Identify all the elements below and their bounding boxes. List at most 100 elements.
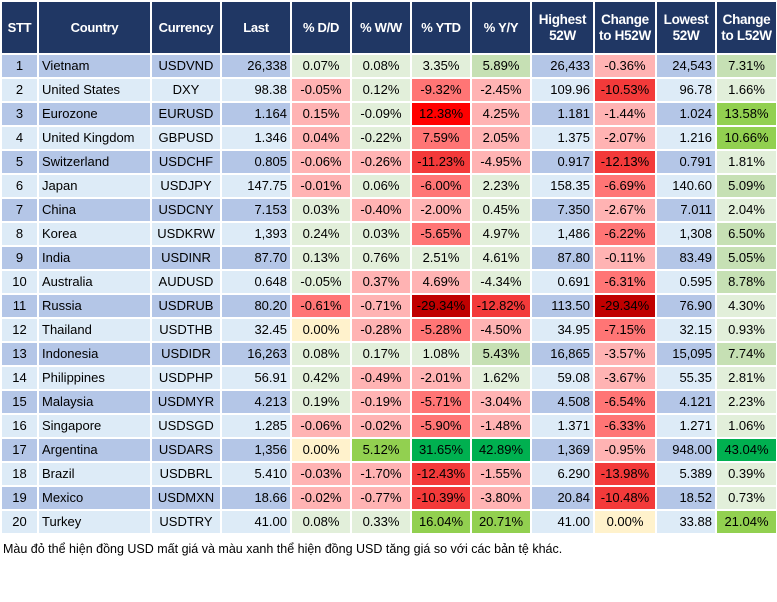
- cell-stt: 16: [0, 413, 39, 439]
- cell-pct-yy: 5.43%: [470, 341, 532, 367]
- cell-high-52w: 1,486: [530, 221, 595, 247]
- cell-currency: DXY: [150, 77, 222, 103]
- cell-change-h52w: -6.31%: [593, 269, 657, 295]
- header-high52w: Highest 52W: [530, 0, 595, 55]
- table-row: 2 United States DXY 98.38 -0.05% 0.12% -9.32% -…: [0, 77, 777, 103]
- cell-stt: 9: [0, 245, 39, 271]
- cell-change-l52w: 6.50%: [715, 221, 777, 247]
- table-row: 12 Thailand USDTHB 32.45 0.00% -0.28% -5.28% -4…: [0, 317, 777, 343]
- cell-pct-yy: -3.04%: [470, 389, 532, 415]
- cell-stt: 19: [0, 485, 39, 511]
- table-row: 4 United Kingdom GBPUSD 1.346 0.04% -0.22% 7.5…: [0, 125, 777, 151]
- cell-currency: USDJPY: [150, 173, 222, 199]
- cell-change-l52w: 0.93%: [715, 317, 777, 343]
- cell-currency: USDMXN: [150, 485, 222, 511]
- cell-country: Australia: [37, 269, 152, 295]
- cell-high-52w: 109.96: [530, 77, 595, 103]
- cell-currency: GBPUSD: [150, 125, 222, 151]
- cell-currency: USDRUB: [150, 293, 222, 319]
- cell-pct-dd: -0.06%: [290, 413, 352, 439]
- cell-low-52w: 18.52: [655, 485, 717, 511]
- cell-pct-dd: -0.03%: [290, 461, 352, 487]
- cell-change-l52w: 5.09%: [715, 173, 777, 199]
- table-row: 5 Switzerland USDCHF 0.805 -0.06% -0.26% -11.2…: [0, 149, 777, 175]
- cell-pct-dd: 0.24%: [290, 221, 352, 247]
- cell-pct-yy: 2.05%: [470, 125, 532, 151]
- cell-last: 56.91: [220, 365, 292, 391]
- cell-high-52w: 0.691: [530, 269, 595, 295]
- cell-pct-ww: -0.49%: [350, 365, 412, 391]
- cell-low-52w: 1.216: [655, 125, 717, 151]
- cell-high-52w: 0.917: [530, 149, 595, 175]
- cell-change-l52w: 1.81%: [715, 149, 777, 175]
- cell-pct-ytd: -2.01%: [410, 365, 472, 391]
- cell-country: Vietnam: [37, 53, 152, 79]
- cell-pct-ytd: -29.34%: [410, 293, 472, 319]
- cell-change-l52w: 7.31%: [715, 53, 777, 79]
- cell-low-52w: 0.791: [655, 149, 717, 175]
- cell-high-52w: 59.08: [530, 365, 595, 391]
- header-country: Country: [37, 0, 152, 55]
- cell-pct-ww: 0.17%: [350, 341, 412, 367]
- header-ww: % W/W: [350, 0, 412, 55]
- cell-pct-dd: 0.00%: [290, 437, 352, 463]
- cell-pct-dd: 0.42%: [290, 365, 352, 391]
- cell-high-52w: 113.50: [530, 293, 595, 319]
- cell-stt: 3: [0, 101, 39, 127]
- table-row: 7 China USDCNY 7.153 0.03% -0.40% -2.00% 0.45% 7…: [0, 197, 777, 223]
- table-row: 18 Brazil USDBRL 5.410 -0.03% -1.70% -12.43% -1…: [0, 461, 777, 487]
- header-change-h52w: Change to H52W: [593, 0, 657, 55]
- cell-last: 1.164: [220, 101, 292, 127]
- cell-high-52w: 16,865: [530, 341, 595, 367]
- cell-change-l52w: 0.39%: [715, 461, 777, 487]
- header-last: Last: [220, 0, 292, 55]
- cell-pct-ytd: -12.43%: [410, 461, 472, 487]
- cell-stt: 11: [0, 293, 39, 319]
- cell-low-52w: 5.389: [655, 461, 717, 487]
- cell-change-l52w: 7.74%: [715, 341, 777, 367]
- cell-low-52w: 7.011: [655, 197, 717, 223]
- cell-change-l52w: 5.05%: [715, 245, 777, 271]
- cell-pct-dd: 0.08%: [290, 341, 352, 367]
- table-row: 1 Vietnam USDVND 26,338 0.07% 0.08% 3.35% 5.89%…: [0, 53, 777, 79]
- cell-country: Indonesia: [37, 341, 152, 367]
- cell-change-l52w: 2.23%: [715, 389, 777, 415]
- cell-pct-ytd: 1.08%: [410, 341, 472, 367]
- cell-stt: 12: [0, 317, 39, 343]
- cell-high-52w: 158.35: [530, 173, 595, 199]
- cell-pct-yy: 20.71%: [470, 509, 532, 535]
- cell-pct-ytd: -5.28%: [410, 317, 472, 343]
- table-row: 9 India USDINR 87.70 0.13% 0.76% 2.51% 4.61% 87.…: [0, 245, 777, 271]
- cell-pct-ww: -0.71%: [350, 293, 412, 319]
- cell-pct-dd: 0.19%: [290, 389, 352, 415]
- cell-pct-yy: 4.61%: [470, 245, 532, 271]
- table-row: 19 Mexico USDMXN 18.66 -0.02% -0.77% -10.39% -3…: [0, 485, 777, 511]
- cell-pct-yy: -1.48%: [470, 413, 532, 439]
- cell-high-52w: 87.80: [530, 245, 595, 271]
- cell-pct-ytd: 16.04%: [410, 509, 472, 535]
- cell-country: India: [37, 245, 152, 271]
- cell-stt: 14: [0, 365, 39, 391]
- table-row: 3 Eurozone EURUSD 1.164 0.15% -0.09% 12.38% 4.2…: [0, 101, 777, 127]
- cell-last: 4.213: [220, 389, 292, 415]
- cell-currency: USDINR: [150, 245, 222, 271]
- cell-pct-dd: -0.01%: [290, 173, 352, 199]
- cell-last: 7.153: [220, 197, 292, 223]
- cell-country: United Kingdom: [37, 125, 152, 151]
- cell-change-l52w: 43.04%: [715, 437, 777, 463]
- cell-country: Argentina: [37, 437, 152, 463]
- table-row: 8 Korea USDKRW 1,393 0.24% 0.03% -5.65% 4.97% 1,…: [0, 221, 777, 247]
- cell-high-52w: 7.350: [530, 197, 595, 223]
- cell-change-h52w: -0.11%: [593, 245, 657, 271]
- cell-low-52w: 24,543: [655, 53, 717, 79]
- cell-change-h52w: -29.34%: [593, 293, 657, 319]
- cell-stt: 5: [0, 149, 39, 175]
- table-row: 16 Singapore USDSGD 1.285 -0.06% -0.02% -5.90%…: [0, 413, 777, 439]
- cell-pct-dd: 0.00%: [290, 317, 352, 343]
- table-row: 20 Turkey USDTRY 41.00 0.08% 0.33% 16.04% 20.71…: [0, 509, 777, 535]
- cell-low-52w: 0.595: [655, 269, 717, 295]
- cell-pct-ytd: -5.90%: [410, 413, 472, 439]
- cell-change-h52w: -2.67%: [593, 197, 657, 223]
- cell-change-l52w: 10.66%: [715, 125, 777, 151]
- cell-change-h52w: -13.98%: [593, 461, 657, 487]
